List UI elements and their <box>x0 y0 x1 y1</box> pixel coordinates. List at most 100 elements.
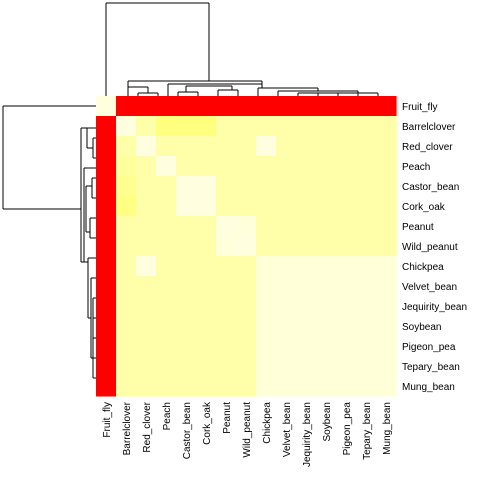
heatmap-cell <box>336 356 357 377</box>
heatmap-cell <box>296 216 317 237</box>
heatmap-cell <box>276 296 297 317</box>
heatmap-cell <box>176 256 197 277</box>
heatmap-cell <box>316 356 337 377</box>
heatmap-cell <box>316 316 337 337</box>
column-dendrogram <box>105 2 379 96</box>
heatmap-cell <box>316 336 337 357</box>
row-label: Red_clover <box>402 142 453 153</box>
heatmap-cell <box>336 376 357 397</box>
heatmap-cell <box>256 156 277 177</box>
heatmap-cell <box>96 176 117 197</box>
column-label: Soybean <box>322 402 333 441</box>
row-labels: Fruit_fly Barrelclover Red_clover Peach Cast… <box>402 102 467 393</box>
heatmap-cell <box>196 256 217 277</box>
heatmap-cell <box>356 176 377 197</box>
heatmap-cell <box>376 196 397 217</box>
heatmap-cell <box>136 196 157 217</box>
heatmap-cell <box>296 96 317 117</box>
heatmap-cell <box>216 296 237 317</box>
heatmap-cell <box>136 376 157 397</box>
heatmap-cell <box>176 176 197 197</box>
heatmap-cell <box>356 296 377 317</box>
heatmap-cell <box>116 116 137 137</box>
column-label: Pigeon_pea <box>342 402 353 456</box>
row-dendrogram <box>2 105 96 379</box>
heatmap-cell <box>236 356 257 377</box>
heatmap-cell <box>256 196 277 217</box>
heatmap-cell <box>296 336 317 357</box>
heatmap-cell <box>336 176 357 197</box>
heatmap-cell <box>96 156 117 177</box>
heatmap-cell <box>376 216 397 237</box>
heatmap-cell <box>336 296 357 317</box>
heatmap-cell <box>216 156 237 177</box>
heatmap-cell <box>96 136 117 157</box>
heatmap-cell <box>176 236 197 257</box>
heatmap-cell <box>156 356 177 377</box>
heatmap-cell <box>196 216 217 237</box>
heatmap-cell <box>176 196 197 217</box>
heatmap-cell <box>376 116 397 137</box>
heatmap-cell <box>296 256 317 277</box>
row-label: Barrelclover <box>402 122 456 133</box>
heatmap-cell <box>196 96 217 117</box>
heatmap-cell <box>316 276 337 297</box>
heatmap-cell <box>116 336 137 357</box>
heatmap-cell <box>96 336 117 357</box>
heatmap-cell <box>116 156 137 177</box>
heatmap-cell <box>256 176 277 197</box>
heatmap-cell <box>296 236 317 257</box>
heatmap-cell <box>116 276 137 297</box>
column-label: Peach <box>162 402 173 430</box>
heatmap-cell <box>296 316 317 337</box>
heatmap-cell <box>156 316 177 337</box>
heatmap-cell <box>376 96 397 117</box>
heatmap-cell <box>356 96 377 117</box>
heatmap-cell <box>136 136 157 157</box>
heatmap-cell <box>176 116 197 137</box>
heatmap-cell <box>316 296 337 317</box>
heatmap-cell <box>296 116 317 137</box>
heatmap-cell <box>216 216 237 237</box>
heatmap-cell <box>276 316 297 337</box>
heatmap-cell <box>316 256 337 277</box>
heatmap-cell <box>96 316 117 337</box>
heatmap-cell <box>236 316 257 337</box>
heatmap-cell <box>316 196 337 217</box>
heatmap-cell <box>316 376 337 397</box>
heatmap-cell <box>216 236 237 257</box>
heatmap-cell <box>336 236 357 257</box>
heatmap-cell <box>176 376 197 397</box>
heatmap-cell <box>276 336 297 357</box>
heatmap-cell <box>296 136 317 157</box>
heatmap-cell <box>216 316 237 337</box>
heatmap-cell <box>276 196 297 217</box>
heatmap-cell <box>376 316 397 337</box>
column-label: Peanut <box>222 402 233 434</box>
column-label: Castor_bean <box>182 402 193 459</box>
heatmap-cell <box>196 136 217 157</box>
heatmap-cell <box>156 336 177 357</box>
heatmap-cell <box>196 316 217 337</box>
heatmap-cell <box>136 96 157 117</box>
heatmap-cell <box>176 136 197 157</box>
heatmap-cell <box>116 176 137 197</box>
heatmap-cell <box>116 96 137 117</box>
heatmap-cell <box>236 276 257 297</box>
heatmap-cell <box>316 236 337 257</box>
heatmap-cell <box>176 296 197 317</box>
heatmap-cell <box>136 256 157 277</box>
heatmap-cell <box>316 176 337 197</box>
column-label: Red_clover <box>142 401 153 452</box>
heatmap-cell <box>96 296 117 317</box>
heatmap-cell <box>216 376 237 397</box>
heatmap-cell <box>336 116 357 137</box>
row-label: Castor_bean <box>402 182 459 193</box>
heatmap-cell <box>136 336 157 357</box>
heatmap-cell <box>216 336 237 357</box>
heatmap-cell <box>296 376 317 397</box>
heatmap-cell <box>156 136 177 157</box>
heatmap-cell <box>236 256 257 277</box>
row-label: Jequirity_bean <box>402 302 467 313</box>
